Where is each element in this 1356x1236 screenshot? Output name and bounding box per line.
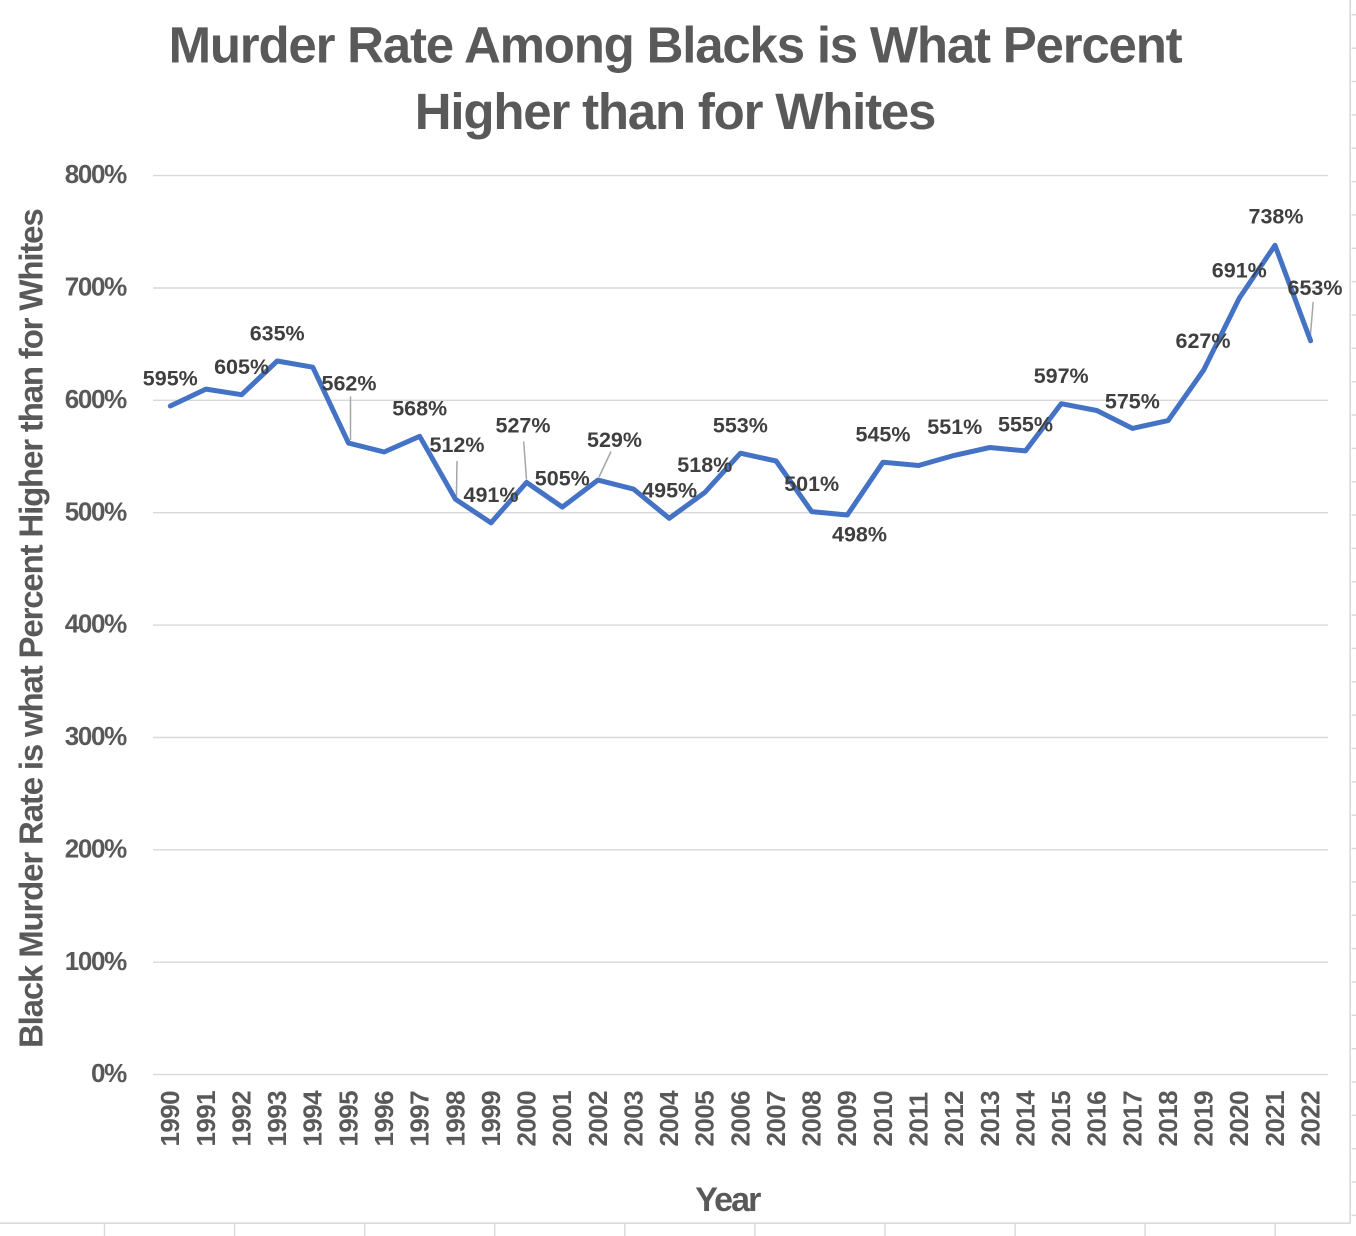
svg-text:200%: 200% xyxy=(65,833,127,863)
svg-text:512%: 512% xyxy=(430,433,485,457)
svg-text:738%: 738% xyxy=(1249,204,1304,228)
svg-text:2019: 2019 xyxy=(1189,1091,1219,1147)
svg-text:2016: 2016 xyxy=(1082,1091,1112,1147)
svg-text:505%: 505% xyxy=(535,467,590,491)
svg-text:653%: 653% xyxy=(1288,276,1343,300)
svg-text:562%: 562% xyxy=(322,371,377,395)
svg-text:Murder Rate Among Blacks is Wh: Murder Rate Among Blacks is What Percent xyxy=(169,17,1183,74)
svg-text:400%: 400% xyxy=(65,609,127,639)
svg-text:1998: 1998 xyxy=(440,1091,470,1147)
svg-text:800%: 800% xyxy=(65,159,127,189)
svg-text:2018: 2018 xyxy=(1153,1091,1183,1147)
svg-text:627%: 627% xyxy=(1176,329,1231,353)
svg-text:1990: 1990 xyxy=(155,1091,185,1147)
svg-text:2011: 2011 xyxy=(904,1092,934,1146)
svg-text:491%: 491% xyxy=(464,483,519,507)
svg-text:2003: 2003 xyxy=(618,1091,648,1147)
svg-text:2015: 2015 xyxy=(1046,1091,1076,1147)
svg-text:100%: 100% xyxy=(65,946,127,976)
svg-text:Year: Year xyxy=(695,1181,761,1219)
svg-text:2007: 2007 xyxy=(761,1091,791,1147)
svg-text:2009: 2009 xyxy=(832,1091,862,1147)
svg-text:700%: 700% xyxy=(65,272,127,302)
svg-text:555%: 555% xyxy=(998,412,1053,436)
svg-text:2021: 2021 xyxy=(1260,1091,1290,1147)
svg-text:597%: 597% xyxy=(1034,364,1089,388)
svg-text:2013: 2013 xyxy=(975,1091,1005,1147)
svg-text:2004: 2004 xyxy=(654,1090,684,1147)
svg-text:568%: 568% xyxy=(392,397,447,421)
svg-text:2000: 2000 xyxy=(512,1091,542,1147)
svg-text:518%: 518% xyxy=(677,453,732,477)
svg-text:527%: 527% xyxy=(496,413,551,437)
svg-text:2001: 2001 xyxy=(547,1091,577,1147)
svg-text:1992: 1992 xyxy=(227,1091,257,1147)
svg-text:2020: 2020 xyxy=(1224,1091,1254,1147)
svg-text:605%: 605% xyxy=(214,355,269,379)
svg-text:2010: 2010 xyxy=(868,1091,898,1147)
svg-text:Black Murder Rate is what Perc: Black Murder Rate is what Percent Higher… xyxy=(12,210,49,1049)
svg-text:545%: 545% xyxy=(856,423,911,447)
svg-text:1993: 1993 xyxy=(262,1091,292,1147)
svg-text:501%: 501% xyxy=(784,472,839,496)
svg-text:498%: 498% xyxy=(832,522,887,546)
svg-text:529%: 529% xyxy=(587,428,642,452)
svg-text:1995: 1995 xyxy=(333,1091,363,1147)
svg-text:300%: 300% xyxy=(65,721,127,751)
svg-text:575%: 575% xyxy=(1105,389,1160,413)
svg-text:2005: 2005 xyxy=(690,1091,720,1147)
svg-text:2008: 2008 xyxy=(797,1091,827,1147)
svg-text:500%: 500% xyxy=(65,496,127,526)
svg-text:Higher than for Whites: Higher than for Whites xyxy=(415,83,935,140)
svg-text:495%: 495% xyxy=(642,479,697,503)
svg-text:551%: 551% xyxy=(927,415,982,439)
svg-text:635%: 635% xyxy=(250,321,305,345)
svg-text:2017: 2017 xyxy=(1117,1091,1147,1147)
svg-text:1999: 1999 xyxy=(476,1091,506,1147)
svg-text:600%: 600% xyxy=(65,384,127,414)
svg-text:2012: 2012 xyxy=(939,1091,969,1147)
svg-text:553%: 553% xyxy=(713,414,768,438)
svg-text:2014: 2014 xyxy=(1010,1090,1040,1147)
svg-text:595%: 595% xyxy=(143,366,198,390)
svg-text:691%: 691% xyxy=(1212,259,1267,283)
svg-text:2006: 2006 xyxy=(725,1091,755,1147)
svg-text:0%: 0% xyxy=(91,1058,127,1088)
svg-text:1997: 1997 xyxy=(405,1091,435,1147)
svg-text:1994: 1994 xyxy=(298,1090,328,1147)
svg-text:1996: 1996 xyxy=(369,1091,399,1147)
svg-text:2022: 2022 xyxy=(1296,1091,1326,1147)
svg-text:1991: 1991 xyxy=(191,1091,221,1147)
svg-text:2002: 2002 xyxy=(583,1091,613,1147)
